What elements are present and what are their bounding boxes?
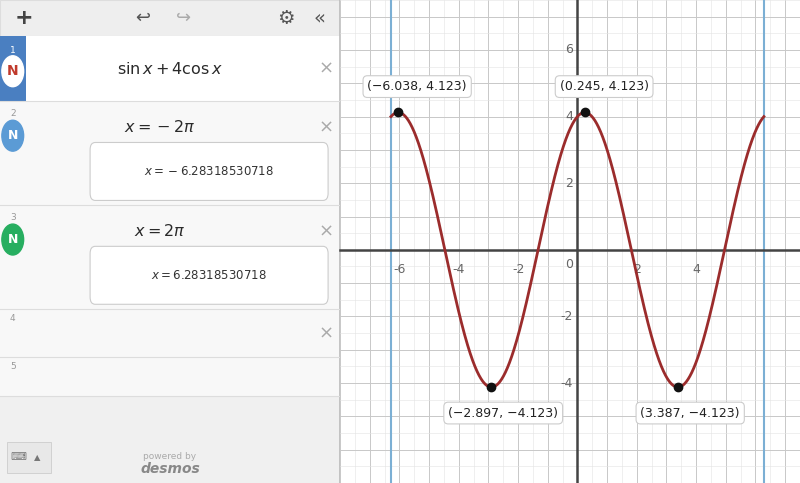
Text: ×: × xyxy=(319,60,334,78)
Bar xyxy=(0,0,340,36)
Text: -2: -2 xyxy=(512,263,524,276)
Text: $x = -6.28318530718$: $x = -6.28318530718$ xyxy=(144,165,274,178)
Bar xyxy=(0,101,340,205)
FancyBboxPatch shape xyxy=(90,142,328,200)
Text: powered by: powered by xyxy=(143,452,197,461)
Text: N: N xyxy=(7,233,18,246)
FancyBboxPatch shape xyxy=(90,246,328,304)
Text: 4: 4 xyxy=(10,314,15,323)
Text: 4: 4 xyxy=(692,263,700,276)
Text: (0.245, 4.123): (0.245, 4.123) xyxy=(560,80,649,93)
Text: 2: 2 xyxy=(10,109,15,118)
Text: 1: 1 xyxy=(10,46,16,55)
Text: 2: 2 xyxy=(633,263,641,276)
Text: -6: -6 xyxy=(393,263,406,276)
Text: $x = 2\pi$: $x = 2\pi$ xyxy=(134,223,186,239)
Text: (3.387, −4.123): (3.387, −4.123) xyxy=(641,407,740,420)
Text: 4: 4 xyxy=(565,110,573,123)
Text: +: + xyxy=(14,8,33,28)
Text: ⚙: ⚙ xyxy=(277,9,294,28)
Text: 0: 0 xyxy=(565,258,573,271)
Circle shape xyxy=(2,120,24,151)
Text: ↩: ↩ xyxy=(135,9,150,27)
Text: 6: 6 xyxy=(565,43,573,57)
Text: 2: 2 xyxy=(565,177,573,190)
Bar xyxy=(0,205,26,309)
Text: ×: × xyxy=(319,324,334,342)
Bar xyxy=(0,357,340,396)
Circle shape xyxy=(2,224,24,255)
Text: N: N xyxy=(7,129,18,142)
Text: ▲: ▲ xyxy=(34,453,41,462)
Text: 3: 3 xyxy=(10,213,16,222)
Text: ↪: ↪ xyxy=(176,9,191,27)
Text: $x = 6.28318530718$: $x = 6.28318530718$ xyxy=(151,269,267,282)
Bar xyxy=(0,36,26,101)
Text: ×: × xyxy=(319,222,334,240)
Text: (−6.038, 4.123): (−6.038, 4.123) xyxy=(367,80,467,93)
Text: -2: -2 xyxy=(561,310,573,323)
Bar xyxy=(0,309,340,357)
Text: (−2.897, −4.123): (−2.897, −4.123) xyxy=(448,407,558,420)
Bar xyxy=(0,36,340,101)
Text: -4: -4 xyxy=(561,377,573,390)
Circle shape xyxy=(2,56,24,87)
Text: N: N xyxy=(7,64,18,78)
Bar xyxy=(0,101,26,205)
Text: ×: × xyxy=(319,118,334,136)
Text: 5: 5 xyxy=(10,362,16,371)
Bar xyxy=(0,205,340,309)
Text: ⌨: ⌨ xyxy=(10,453,26,462)
Text: -4: -4 xyxy=(453,263,465,276)
Bar xyxy=(6,442,51,473)
Text: $x = -2\pi$: $x = -2\pi$ xyxy=(124,119,195,135)
Text: «: « xyxy=(314,9,326,28)
Text: $\sin x + 4\cos x$: $\sin x + 4\cos x$ xyxy=(117,61,223,77)
Text: desmos: desmos xyxy=(140,463,200,476)
